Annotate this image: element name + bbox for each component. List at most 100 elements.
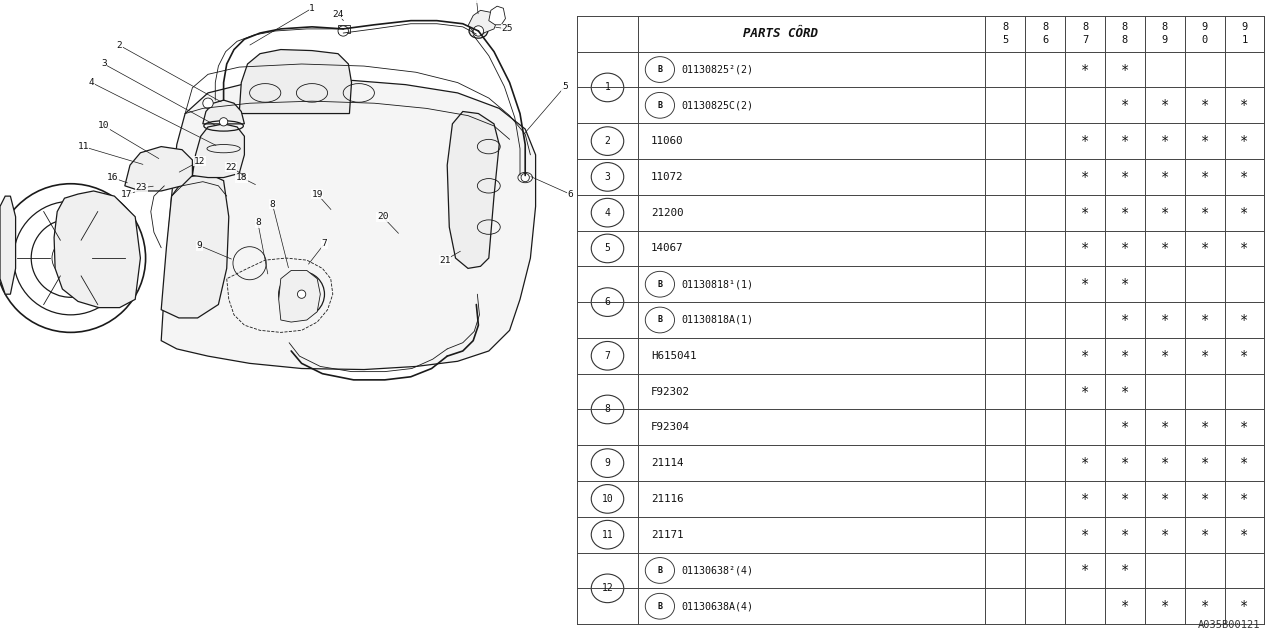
Text: *: * <box>1161 241 1169 255</box>
Text: *: * <box>1240 456 1249 470</box>
Circle shape <box>202 98 214 108</box>
Text: *: * <box>1121 277 1129 291</box>
Text: *: * <box>1080 277 1089 291</box>
Text: *: * <box>1161 420 1169 435</box>
Text: *: * <box>1080 492 1089 506</box>
Text: 9: 9 <box>604 458 611 468</box>
Text: 12: 12 <box>602 583 613 593</box>
Text: 20: 20 <box>378 212 388 221</box>
Text: *: * <box>1121 170 1129 184</box>
Text: *: * <box>1240 313 1249 327</box>
Text: *: * <box>1201 599 1208 613</box>
Ellipse shape <box>518 172 532 182</box>
Text: *: * <box>1240 420 1249 435</box>
Polygon shape <box>161 79 535 369</box>
Text: *: * <box>1161 134 1169 148</box>
Text: *: * <box>1121 99 1129 113</box>
Text: *: * <box>1080 456 1089 470</box>
Text: 23: 23 <box>136 184 147 193</box>
Text: *: * <box>1240 205 1249 220</box>
Text: *: * <box>1240 492 1249 506</box>
Text: *: * <box>1161 313 1169 327</box>
Text: 21171: 21171 <box>650 530 684 540</box>
Text: *: * <box>1161 492 1169 506</box>
Bar <box>338 25 351 33</box>
Text: *: * <box>1080 563 1089 577</box>
Polygon shape <box>489 6 506 25</box>
Text: B: B <box>658 316 663 324</box>
Text: *: * <box>1121 134 1129 148</box>
Text: 1: 1 <box>310 4 315 13</box>
Text: 01130818¹(1): 01130818¹(1) <box>681 279 754 289</box>
Text: 8: 8 <box>1042 22 1048 33</box>
Text: 21116: 21116 <box>650 494 684 504</box>
Text: A035B00121: A035B00121 <box>1198 620 1261 630</box>
Text: *: * <box>1121 385 1129 399</box>
Text: *: * <box>1121 599 1129 613</box>
Text: 8: 8 <box>1121 35 1128 45</box>
Text: B: B <box>658 280 663 289</box>
Text: B: B <box>658 101 663 110</box>
Text: 2: 2 <box>116 41 123 50</box>
Text: 5: 5 <box>604 243 611 253</box>
Text: 10: 10 <box>602 494 613 504</box>
Text: 1: 1 <box>1242 35 1248 45</box>
Text: 11060: 11060 <box>650 136 684 146</box>
Text: 9: 9 <box>1162 35 1167 45</box>
Text: 10: 10 <box>99 122 110 131</box>
Text: B: B <box>658 65 663 74</box>
Text: 2: 2 <box>604 136 611 146</box>
Text: *: * <box>1121 205 1129 220</box>
Text: 22: 22 <box>225 163 237 172</box>
Text: *: * <box>1161 99 1169 113</box>
Text: 11: 11 <box>78 142 88 151</box>
Text: *: * <box>1161 170 1169 184</box>
Text: 01130825²(2): 01130825²(2) <box>681 65 754 74</box>
Text: 8: 8 <box>1082 22 1088 33</box>
Text: B: B <box>658 602 663 611</box>
Text: *: * <box>1080 63 1089 77</box>
Text: *: * <box>1240 99 1249 113</box>
Text: *: * <box>1201 313 1208 327</box>
Text: *: * <box>1161 527 1169 541</box>
Text: 6: 6 <box>1042 35 1048 45</box>
Text: *: * <box>1080 170 1089 184</box>
Text: 24: 24 <box>333 10 344 19</box>
Text: *: * <box>1121 492 1129 506</box>
Text: *: * <box>1240 170 1249 184</box>
Text: *: * <box>1121 63 1129 77</box>
Text: F92302: F92302 <box>650 387 690 397</box>
Text: *: * <box>1121 456 1129 470</box>
Text: *: * <box>1080 527 1089 541</box>
Text: 0: 0 <box>1202 35 1208 45</box>
Polygon shape <box>468 10 497 33</box>
Text: *: * <box>1201 241 1208 255</box>
Text: *: * <box>1201 420 1208 435</box>
Text: *: * <box>1161 599 1169 613</box>
Text: *: * <box>1121 420 1129 435</box>
Text: *: * <box>1201 349 1208 363</box>
Text: 9: 9 <box>197 241 202 250</box>
Text: *: * <box>1080 241 1089 255</box>
Text: 8: 8 <box>255 218 261 227</box>
Text: 11072: 11072 <box>650 172 684 182</box>
Polygon shape <box>125 147 192 191</box>
Polygon shape <box>447 111 499 268</box>
Text: 8: 8 <box>1121 22 1128 33</box>
Text: 25: 25 <box>471 0 483 3</box>
Text: 1: 1 <box>604 83 611 92</box>
Text: 7: 7 <box>1082 35 1088 45</box>
Text: *: * <box>1121 349 1129 363</box>
Text: 8: 8 <box>270 200 275 209</box>
Text: PARTS CÔRD: PARTS CÔRD <box>744 28 818 40</box>
Text: 6: 6 <box>567 189 572 198</box>
Text: *: * <box>1161 349 1169 363</box>
Text: *: * <box>1121 527 1129 541</box>
Circle shape <box>219 118 228 126</box>
Text: 5: 5 <box>1002 35 1009 45</box>
Text: *: * <box>1080 349 1089 363</box>
Text: *: * <box>1201 492 1208 506</box>
Text: 21200: 21200 <box>650 207 684 218</box>
Text: 9: 9 <box>1202 22 1208 33</box>
Text: *: * <box>1201 456 1208 470</box>
